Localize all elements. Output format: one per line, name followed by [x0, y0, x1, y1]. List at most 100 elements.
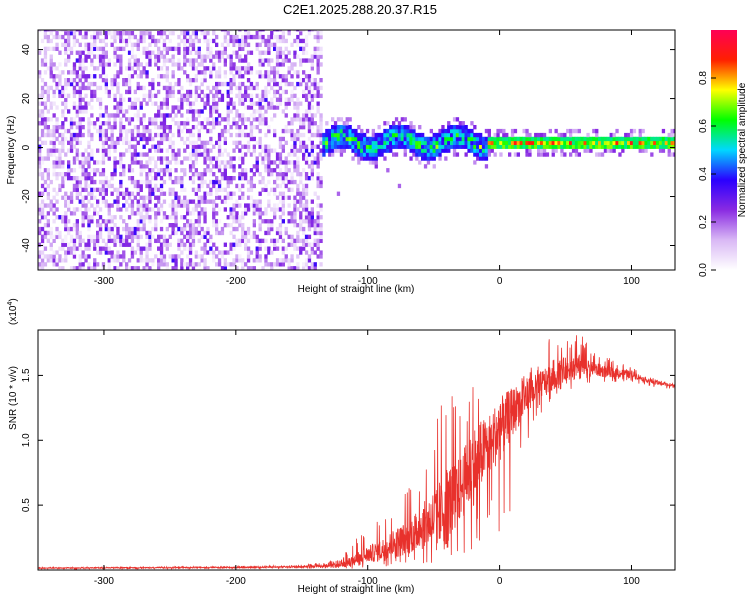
heatmap-cell [246, 246, 251, 251]
heatmap-cell [136, 223, 140, 228]
heatmap-cell [307, 85, 312, 91]
heatmap-cell [281, 144, 285, 149]
heatmap-cell [122, 242, 126, 247]
heatmap-cell [206, 85, 210, 91]
heatmap-cell [322, 140, 326, 146]
heatmap-cell [52, 136, 56, 142]
heatmap-cell [197, 128, 201, 134]
heatmap-cell [122, 81, 126, 87]
heatmap-cell [296, 54, 300, 59]
heatmap-cell [386, 144, 390, 149]
heatmap-cell [209, 148, 213, 153]
heatmap-cell [151, 262, 155, 267]
heatmap-cell [345, 128, 349, 134]
heatmap-cell [360, 144, 364, 149]
heatmap-cell [67, 230, 71, 236]
heatmap-cell [64, 42, 68, 48]
heatmap-cell [238, 85, 242, 91]
heatmap-cell [397, 121, 402, 126]
heatmap-cell [252, 109, 256, 114]
heatmap-cell [119, 254, 123, 259]
heatmap-cell [209, 50, 213, 55]
heatmap-cell [470, 140, 474, 146]
heatmap-cell [217, 179, 222, 185]
heatmap-cell [75, 109, 79, 114]
heatmap-cell [374, 140, 378, 146]
heatmap-cell [40, 117, 45, 122]
heatmap-cell [159, 66, 164, 71]
heatmap-cell [209, 179, 213, 185]
heatmap-cell [87, 183, 91, 189]
heatmap-cell [528, 152, 532, 157]
y-tick-label: 40 [21, 44, 32, 56]
heatmap-cell [229, 85, 233, 91]
heatmap-cell [191, 160, 196, 165]
heatmap-cell [69, 266, 74, 270]
heatmap-cell [667, 136, 671, 142]
heatmap-cell [310, 97, 314, 102]
heatmap-cell [165, 125, 169, 130]
heatmap-cell [293, 199, 297, 204]
heatmap-cell [244, 132, 248, 138]
y-tick-label: 20 [21, 93, 32, 105]
heatmap-cell [159, 246, 164, 251]
heatmap-cell [148, 97, 152, 102]
heatmap-cell [528, 136, 532, 142]
heatmap-cell [38, 109, 42, 114]
heatmap-cell [84, 58, 88, 63]
heatmap-cell [107, 250, 111, 255]
heatmap-cell [481, 144, 486, 149]
heatmap-cell [133, 156, 137, 161]
heatmap-cell [392, 125, 396, 130]
heatmap-cell [203, 152, 207, 157]
heatmap-cell [61, 144, 65, 149]
heatmap-cell [516, 152, 520, 157]
heatmap-cell [545, 140, 550, 146]
heatmap-cell [98, 179, 103, 185]
heatmap-cell [145, 125, 149, 130]
heatmap-cell [299, 132, 303, 138]
heatmap-cell [110, 42, 114, 48]
heatmap-cell [145, 31, 149, 36]
heatmap-cell [200, 30, 204, 32]
heatmap-cell [84, 246, 88, 251]
heatmap-cell [119, 152, 123, 157]
heatmap-cell [220, 266, 225, 270]
heatmap-cell [392, 121, 396, 126]
heatmap-cell [304, 187, 309, 193]
heatmap-cell [191, 187, 196, 193]
heatmap-cell [284, 258, 288, 263]
heatmap-cell [377, 132, 381, 138]
heatmap-cell [371, 136, 375, 142]
heatmap-cell [113, 238, 117, 244]
heatmap-cell [386, 148, 390, 153]
heatmap-cell [58, 132, 62, 138]
heatmap-cell [145, 164, 149, 169]
heatmap-cell [148, 242, 152, 247]
heatmap-cell [238, 81, 242, 87]
heatmap-cell [238, 128, 242, 134]
heatmap-cell [212, 223, 216, 228]
heatmap-cell [212, 125, 216, 130]
heatmap-cell [299, 246, 303, 251]
heatmap-cell [339, 148, 344, 153]
heatmap-cell [40, 89, 45, 95]
heatmap-cell [371, 140, 375, 146]
heatmap-cell [49, 38, 53, 44]
heatmap-cell [52, 66, 56, 71]
heatmap-cell [264, 58, 268, 63]
heatmap-cell [183, 148, 187, 153]
heatmap-cell [188, 230, 193, 236]
heatmap-cell [130, 34, 135, 40]
heatmap-cell [49, 66, 53, 71]
heatmap-cell [319, 117, 323, 122]
heatmap-cell [569, 152, 573, 157]
heatmap-cell [69, 70, 74, 75]
heatmap-cell [127, 195, 132, 200]
heatmap-cell [40, 93, 45, 99]
heatmap-cell [432, 152, 436, 157]
heatmap-cell [304, 176, 309, 181]
heatmap-cell [290, 128, 294, 134]
heatmap-cell [264, 97, 268, 102]
heatmap-cell [183, 38, 187, 44]
